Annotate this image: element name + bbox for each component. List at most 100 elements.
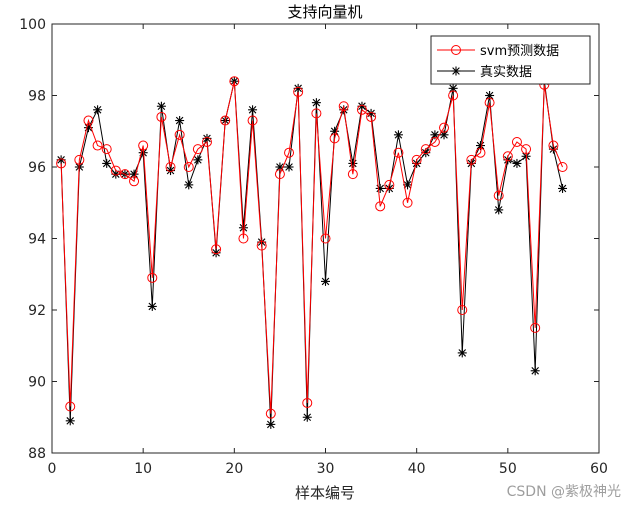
star-stroke [194, 156, 202, 164]
data-point-predicted [229, 76, 240, 87]
data-point-actual [430, 130, 440, 140]
data-point-predicted [484, 97, 495, 108]
legend-label-predicted: svm预测数据 [480, 44, 559, 59]
star-stroke [458, 349, 467, 357]
y-tick-label: 96 [28, 160, 46, 176]
x-tick-label: 50 [499, 461, 517, 477]
data-point-predicted [293, 86, 304, 97]
star-stroke [513, 159, 521, 168]
legend-box [430, 35, 591, 85]
data-point-predicted [393, 147, 404, 158]
data-point-actual [403, 180, 413, 190]
star-stroke [212, 249, 220, 257]
data-point-predicted [174, 129, 185, 140]
data-point-actual [266, 419, 276, 429]
watermark: CSDN @紫极神光 [506, 484, 621, 500]
data-point-predicted [475, 147, 486, 158]
data-point-predicted [165, 162, 176, 172]
x-tick-label: 0 [48, 461, 57, 477]
data-point-predicted [439, 122, 450, 133]
chart-title: 支持向量机 [287, 3, 362, 21]
data-point-predicted [347, 169, 358, 180]
data-point-actual [457, 348, 467, 358]
star-stroke [267, 420, 275, 429]
axis-ticks [51, 23, 600, 454]
star-stroke [248, 106, 257, 114]
data-point-predicted [83, 115, 94, 126]
y-tick-label: 88 [28, 446, 46, 462]
star-stroke [403, 181, 412, 189]
data-point-predicted [402, 197, 413, 208]
star-stroke [184, 181, 193, 189]
data-point-predicted [420, 144, 431, 155]
data-point-predicted [211, 244, 222, 255]
data-point-predicted [320, 233, 331, 244]
star-stroke [239, 223, 248, 232]
star-stroke [449, 84, 457, 93]
x-axis-title: 样本编号 [295, 484, 355, 502]
data-point-actual [321, 276, 330, 286]
star-stroke [504, 156, 512, 164]
star-stroke [93, 106, 102, 114]
legend-marker-predicted [451, 45, 461, 55]
data-point-actual [302, 412, 312, 422]
x-tick-label: 40 [408, 461, 426, 477]
data-point-predicted [557, 162, 568, 172]
star-stroke [412, 159, 421, 168]
data-point-predicted [220, 115, 231, 126]
star-stroke [157, 102, 166, 111]
data-point-predicted [384, 179, 395, 190]
data-point-predicted [366, 111, 377, 122]
star-stroke [276, 163, 284, 171]
data-point-predicted [429, 136, 440, 147]
star-stroke [312, 98, 321, 107]
data-point-predicted [493, 190, 504, 201]
star-stroke [440, 131, 448, 139]
data-point-predicted [338, 101, 349, 112]
data-point-predicted [521, 144, 532, 155]
legend-star-stroke [452, 67, 460, 75]
star-stroke [148, 302, 157, 311]
legend: svm预测数据 真实数据 [430, 35, 591, 85]
star-stroke [175, 116, 184, 125]
star-stroke [376, 184, 384, 193]
data-point-predicted [548, 140, 559, 151]
data-point-predicted [302, 397, 313, 408]
star-stroke [203, 134, 211, 143]
y-tick-label: 100 [19, 17, 46, 33]
data-point-actual [175, 116, 185, 126]
star-stroke [394, 131, 403, 139]
data-point-actual [102, 158, 112, 168]
data-point-predicted [356, 104, 367, 115]
data-point-predicted [138, 140, 149, 151]
data-point-predicted [274, 169, 285, 180]
data-point-predicted [101, 144, 112, 155]
data-point-predicted [256, 240, 267, 251]
data-point-predicted [466, 154, 477, 165]
legend-label-actual: 真实数据 [480, 65, 532, 80]
data-point-predicted [147, 272, 158, 283]
data-point-predicted [129, 176, 140, 187]
y-tick-label: 94 [28, 232, 46, 248]
data-point-predicted [247, 115, 258, 126]
data-point-predicted [511, 136, 522, 147]
star-stroke [531, 366, 539, 375]
data-point-actual [512, 158, 522, 168]
data-point-predicted [265, 408, 276, 419]
data-point-actual [375, 183, 385, 193]
data-point-predicted [457, 305, 468, 315]
data-point-actual [284, 162, 294, 172]
series-predicted [56, 76, 568, 419]
star-stroke [166, 166, 175, 175]
tick-labels: 0 10 20 30 40 50 60 88 90 92 94 96 98 100 [19, 17, 608, 477]
data-point-actual [184, 180, 194, 190]
data-point-predicted [201, 136, 212, 147]
data-point-predicted [530, 322, 541, 333]
data-point-predicted [411, 154, 422, 165]
data-point-predicted [192, 144, 203, 155]
data-point-actual [558, 183, 568, 193]
data-point-predicted [92, 140, 103, 151]
star-stroke [57, 156, 65, 164]
data-point-actual [348, 158, 358, 168]
